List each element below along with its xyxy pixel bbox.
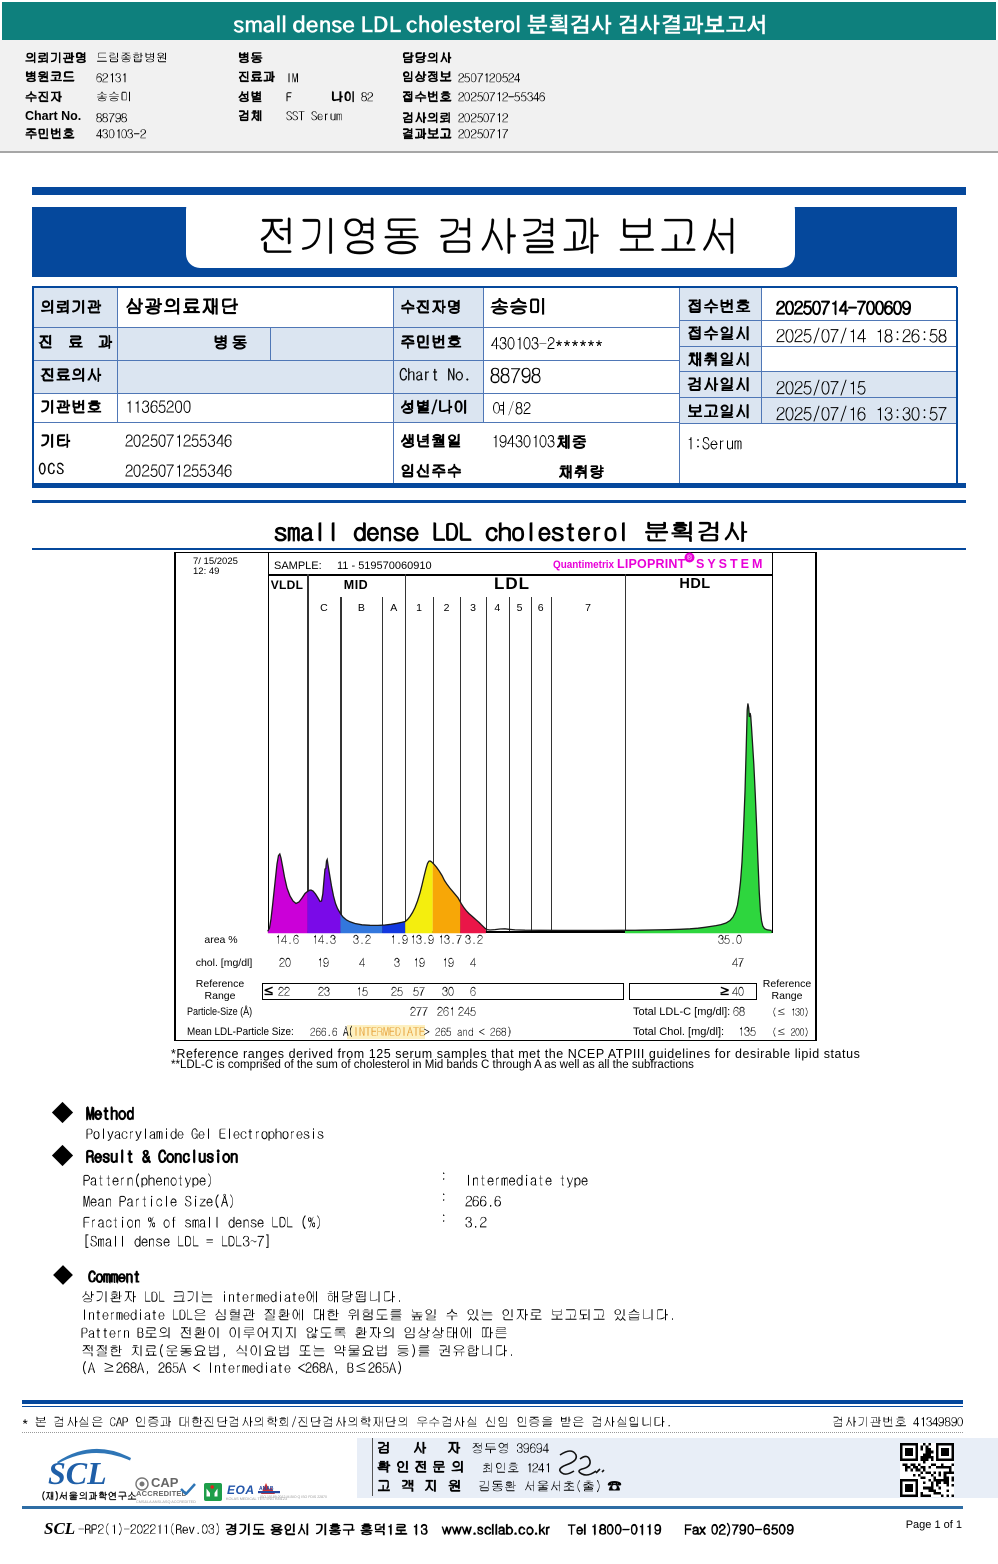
svg-text:®: ® (687, 554, 693, 562)
svg-text:ANAB: ANAB (259, 1486, 274, 1492)
